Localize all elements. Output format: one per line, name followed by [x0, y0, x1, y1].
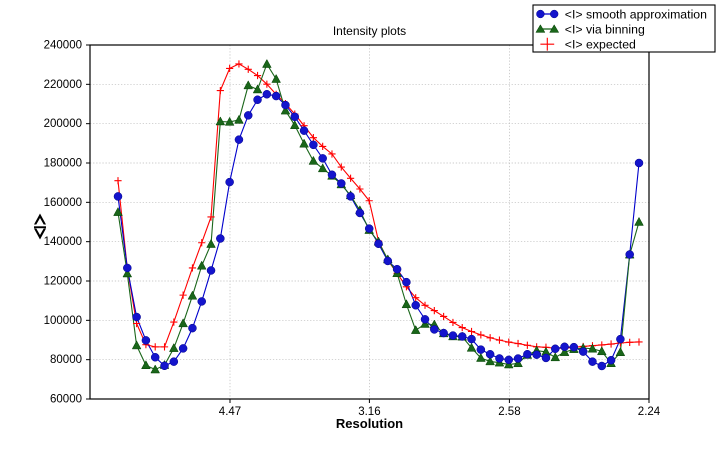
svg-text:Intensity plots: Intensity plots: [333, 24, 406, 38]
svg-text:180000: 180000: [44, 158, 82, 170]
svg-text:60000: 60000: [50, 394, 82, 406]
svg-text:Resolution: Resolution: [336, 416, 403, 431]
svg-text:220000: 220000: [44, 79, 82, 91]
svg-text:4.47: 4.47: [219, 406, 241, 418]
svg-text:<I> smooth approximation: <I> smooth approximation: [565, 7, 707, 21]
svg-text:2.24: 2.24: [638, 406, 661, 418]
svg-text:80000: 80000: [50, 354, 82, 366]
svg-text:<I> via binning: <I> via binning: [565, 22, 645, 36]
svg-text:120000: 120000: [44, 276, 82, 288]
svg-text:<I> expected: <I> expected: [565, 37, 636, 51]
svg-text:140000: 140000: [44, 236, 82, 248]
svg-text:160000: 160000: [44, 197, 82, 209]
svg-text:240000: 240000: [44, 40, 82, 52]
svg-text:200000: 200000: [44, 118, 82, 130]
svg-text:100000: 100000: [44, 315, 82, 327]
svg-text:2.58: 2.58: [498, 406, 520, 418]
